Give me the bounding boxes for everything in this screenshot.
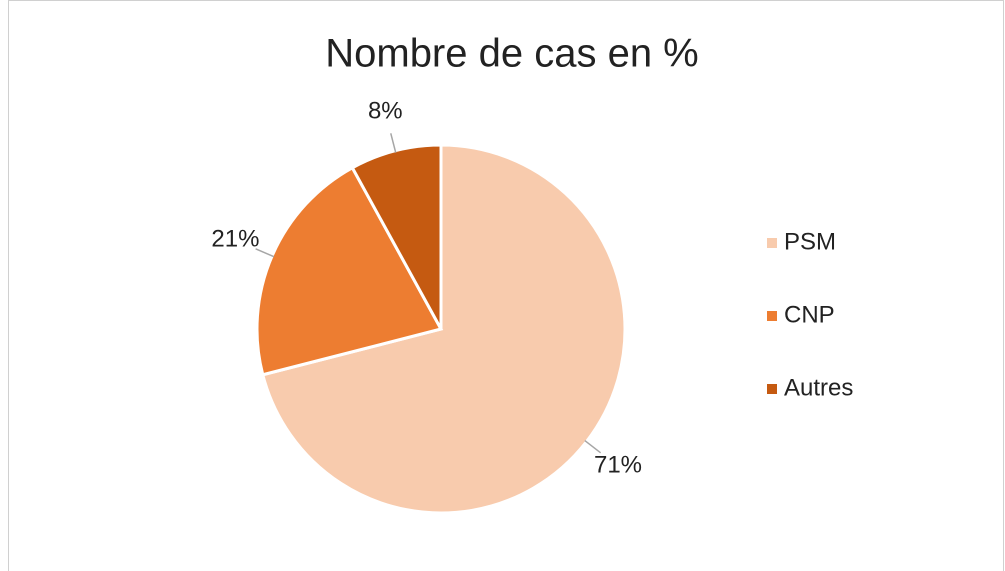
- chart-title: Nombre de cas en %: [325, 32, 699, 76]
- data-label: 71%: [594, 452, 642, 479]
- data-label: 21%: [211, 225, 259, 252]
- data-label: 8%: [368, 97, 403, 124]
- leader-line: [584, 439, 602, 454]
- legend-label: CNP: [784, 301, 835, 328]
- legend-swatch: [767, 238, 777, 248]
- leader-line: [255, 248, 275, 258]
- legend-label: Autres: [784, 374, 853, 401]
- legend-swatch: [767, 311, 777, 321]
- leader-line: [390, 133, 397, 153]
- legend-label: PSM: [784, 228, 836, 255]
- legend-swatch: [767, 384, 777, 394]
